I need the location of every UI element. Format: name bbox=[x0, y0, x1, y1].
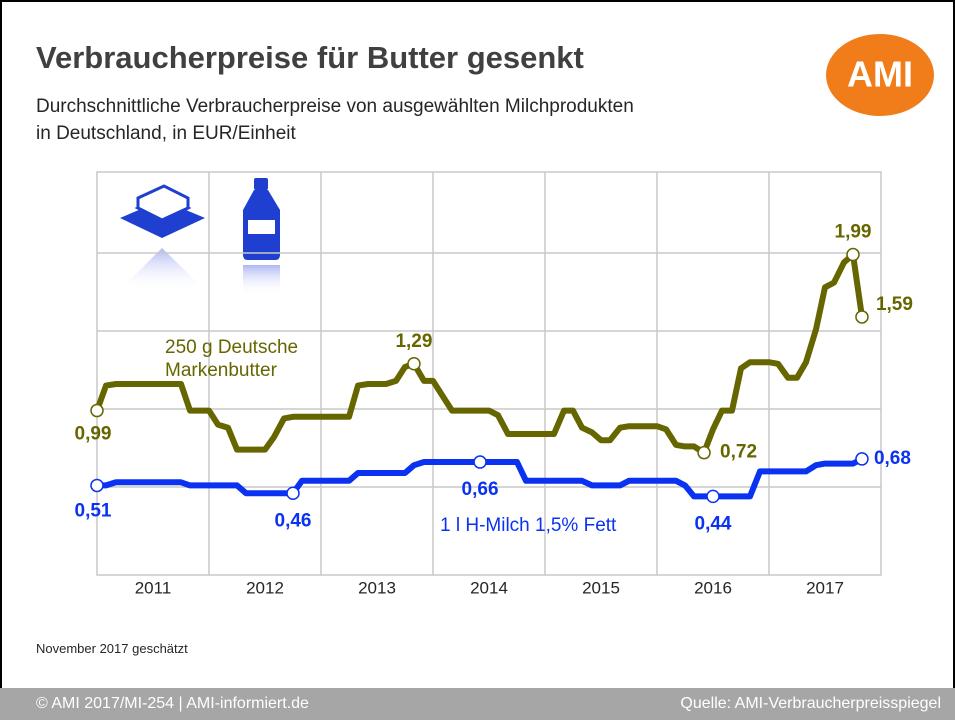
x-tick-label: 2014 bbox=[470, 578, 508, 597]
subtitle: Durchschnittliche Verbraucherpreise von … bbox=[36, 96, 634, 117]
data-label: 1,99 bbox=[835, 222, 872, 243]
data-point bbox=[846, 247, 860, 262]
data-point bbox=[473, 455, 487, 469]
data-point bbox=[855, 452, 869, 466]
data-point bbox=[90, 478, 104, 493]
logo: AMI bbox=[847, 54, 913, 95]
milk-icon bbox=[243, 178, 280, 295]
x-tick-label: 2011 bbox=[135, 578, 172, 597]
data-point bbox=[706, 489, 720, 504]
plot-frame bbox=[96, 171, 882, 576]
data-label: 0,46 bbox=[275, 510, 312, 531]
data-label: 0,99 bbox=[75, 424, 112, 445]
data-label: 1,59 bbox=[876, 294, 913, 315]
plot-area bbox=[96, 171, 882, 576]
data-point bbox=[697, 445, 711, 460]
data-point bbox=[855, 310, 869, 324]
footer-right: Quelle: AMI-Verbraucherpreisspiegel bbox=[680, 695, 941, 712]
title: Verbraucherpreise für Butter gesenkt bbox=[36, 40, 584, 75]
x-tick-label: 2013 bbox=[358, 578, 396, 597]
x-tick-label: 2017 bbox=[806, 578, 844, 597]
data-label: 0,44 bbox=[695, 513, 732, 534]
note: November 2017 geschätzt bbox=[36, 641, 188, 656]
data-label: 0,68 bbox=[874, 448, 911, 469]
subtitle: in Deutschland, in EUR/Einheit bbox=[36, 123, 296, 144]
chart: AMI 2011 2012 2013 2014 2015 2016 2017 0,99 1,29… bbox=[75, 34, 934, 597]
series-label: 250 g Deutsche Markenbutter bbox=[165, 337, 299, 381]
butter-icon bbox=[120, 184, 205, 290]
data-label: 0,72 bbox=[720, 442, 757, 463]
x-tick-label: 2015 bbox=[582, 578, 620, 597]
logo-badge bbox=[826, 34, 934, 116]
data-point bbox=[407, 357, 421, 371]
x-tick-label: 2012 bbox=[246, 578, 284, 597]
x-tick-label: 2016 bbox=[694, 578, 732, 597]
data-point bbox=[286, 486, 300, 500]
series-label: 1 l H-Milch 1,5% Fett bbox=[440, 515, 617, 536]
series-line bbox=[94, 251, 865, 456]
data-label: 0,66 bbox=[462, 479, 499, 500]
data-label: 1,29 bbox=[395, 331, 432, 352]
data-label: 0,51 bbox=[75, 500, 112, 521]
footer: © AMI 2017/MI-254 | AMI-informiert.de Qu… bbox=[0, 688, 955, 720]
data-point bbox=[90, 403, 104, 418]
footer-left: © AMI 2017/MI-254 | AMI-informiert.de bbox=[36, 695, 309, 712]
